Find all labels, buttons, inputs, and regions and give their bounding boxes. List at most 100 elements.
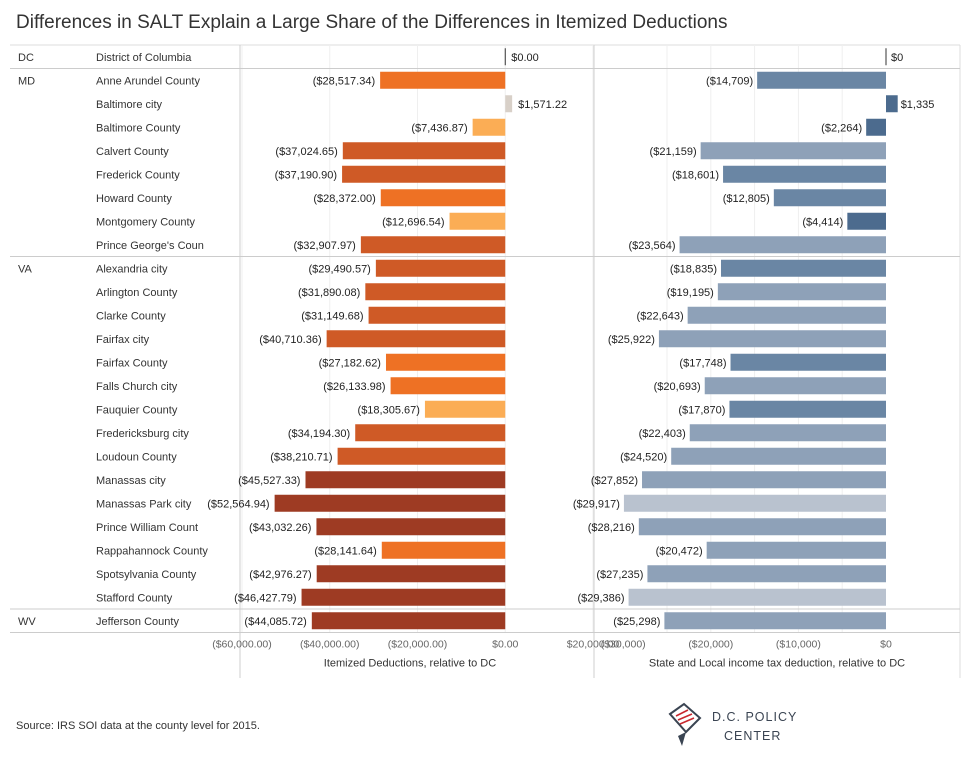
salt-value-label: ($17,870): [678, 404, 725, 416]
itemized-value-label: ($46,427.79): [234, 592, 296, 604]
itemized-value-label: ($29,490.57): [308, 263, 370, 275]
county-label: Spotsylvania County: [96, 569, 197, 581]
itemized-value-label: ($42,976.27): [249, 569, 311, 581]
salt-bar: [866, 118, 886, 136]
itemized-bar: [390, 377, 506, 395]
itemized-bar: [342, 165, 506, 183]
itemized-bar: [360, 236, 506, 254]
salt-bar: [773, 189, 886, 207]
right-axis-title: State and Local income tax deduction, re…: [649, 658, 905, 670]
salt-bar: [642, 471, 886, 489]
state-label: WV: [18, 616, 36, 628]
salt-value-label: ($19,195): [667, 287, 714, 299]
salt-value-label: ($14,709): [706, 75, 753, 87]
salt-value-label: ($18,601): [672, 169, 719, 181]
itemized-bar: [385, 353, 506, 371]
chart: DC District of Columbia $0.00 $0 MD Anne Arun…: [10, 44, 961, 678]
county-label: Clarke County: [96, 310, 166, 322]
county-label: Montgomery County: [96, 216, 196, 228]
state-label: DC: [18, 52, 34, 64]
county-label: Calvert County: [96, 146, 169, 158]
left-axis-title: Itemized Deductions, relative to DC: [324, 658, 496, 670]
county-label: Manassas city: [96, 475, 166, 487]
dc-policy-center-logo: D.C. POLICY CENTER: [662, 702, 802, 750]
salt-bar: [687, 306, 886, 324]
itemized-bar: [355, 424, 506, 442]
dc-map-icon: [668, 702, 702, 746]
itemized-value-label: ($37,024.65): [275, 146, 337, 158]
itemized-value-label: ($45,527.33): [238, 475, 300, 487]
source-note: Source: IRS SOI data at the county level…: [16, 720, 260, 732]
axes-layer: ($60,000.00) ($40,000.00) ($20,000.00) $0.0…: [212, 639, 905, 670]
left-tick-label: ($40,000.00): [300, 639, 360, 651]
itemized-value-label: ($44,085.72): [244, 616, 306, 628]
right-tick-label: ($30,000): [601, 639, 646, 651]
itemized-bar: [305, 471, 506, 489]
itemized-bar: [342, 142, 506, 160]
itemized-value-label: ($31,149.68): [301, 310, 363, 322]
itemized-bar: [380, 71, 506, 89]
salt-bar: [664, 612, 886, 630]
salt-bar: [689, 424, 886, 442]
salt-value-label: ($27,235): [596, 569, 643, 581]
salt-bar: [623, 494, 886, 512]
county-label: Falls Church city: [96, 381, 178, 393]
salt-bar: [729, 400, 886, 418]
salt-value-label: ($20,693): [654, 381, 701, 393]
state-label: MD: [18, 75, 35, 87]
county-label: Prince William Count: [96, 522, 198, 534]
county-label: Prince George's Coun: [96, 240, 204, 252]
left-tick-label: $20,000.00: [567, 639, 620, 651]
itemized-bar: [449, 212, 506, 230]
bars-layer: [274, 48, 898, 630]
itemized-bar: [326, 330, 506, 348]
itemized-value-label: ($28,372.00): [313, 193, 375, 205]
salt-value-label: ($28,216): [588, 522, 635, 534]
logo-line-1: D.C. POLICY: [712, 710, 798, 724]
salt-value-label: ($18,835): [670, 263, 717, 275]
salt-value-label: ($24,520): [620, 451, 667, 463]
county-label: Manassas Park city: [96, 498, 192, 510]
chart-title: Differences in SALT Explain a Large Shar…: [16, 12, 728, 33]
county-label: Fredericksburg city: [96, 428, 189, 440]
itemized-value-label: ($27,182.62): [319, 357, 381, 369]
salt-value-label: $0: [891, 52, 903, 64]
salt-bar: [847, 212, 886, 230]
salt-bar: [706, 541, 886, 559]
county-label: Loudoun County: [96, 451, 177, 463]
salt-bar: [628, 588, 886, 606]
salt-bar: [679, 236, 886, 254]
itemized-bar: [337, 447, 506, 465]
itemized-value-label: ($31,890.08): [298, 287, 360, 299]
salt-bar: [721, 259, 886, 277]
salt-value-label: $1,335: [901, 99, 935, 111]
itemized-bar: [274, 494, 506, 512]
salt-value-label: ($22,643): [637, 310, 684, 322]
salt-bar: [658, 330, 886, 348]
itemized-value-label: ($38,210.71): [270, 451, 332, 463]
state-label: VA: [18, 263, 33, 275]
itemized-value-label: ($26,133.98): [323, 381, 385, 393]
itemized-value-label: ($32,907.97): [293, 240, 355, 252]
salt-value-label: ($2,264): [821, 122, 862, 134]
itemized-bar: [424, 400, 506, 418]
salt-value-label: ($29,386): [577, 592, 624, 604]
itemized-bar: [368, 306, 506, 324]
salt-value-label: ($27,852): [591, 475, 638, 487]
salt-value-label: ($4,414): [802, 216, 843, 228]
county-label: Alexandria city: [96, 263, 168, 275]
county-label: Arlington County: [96, 287, 178, 299]
salt-bar: [671, 447, 886, 465]
salt-bar: [638, 518, 886, 536]
county-label: Rappahannock County: [96, 545, 208, 557]
itemized-bar: [301, 588, 506, 606]
salt-value-label: ($22,403): [639, 428, 686, 440]
right-tick-label: $0: [880, 639, 892, 651]
salt-value-label: ($12,805): [723, 193, 770, 205]
itemized-value-label: ($34,194.30): [288, 428, 350, 440]
itemized-bar: [472, 118, 506, 136]
county-label: Frederick County: [96, 169, 180, 181]
itemized-value-label: ($7,436.87): [411, 122, 467, 134]
county-label: Stafford County: [96, 592, 173, 604]
logo-line-2: CENTER: [724, 729, 782, 743]
